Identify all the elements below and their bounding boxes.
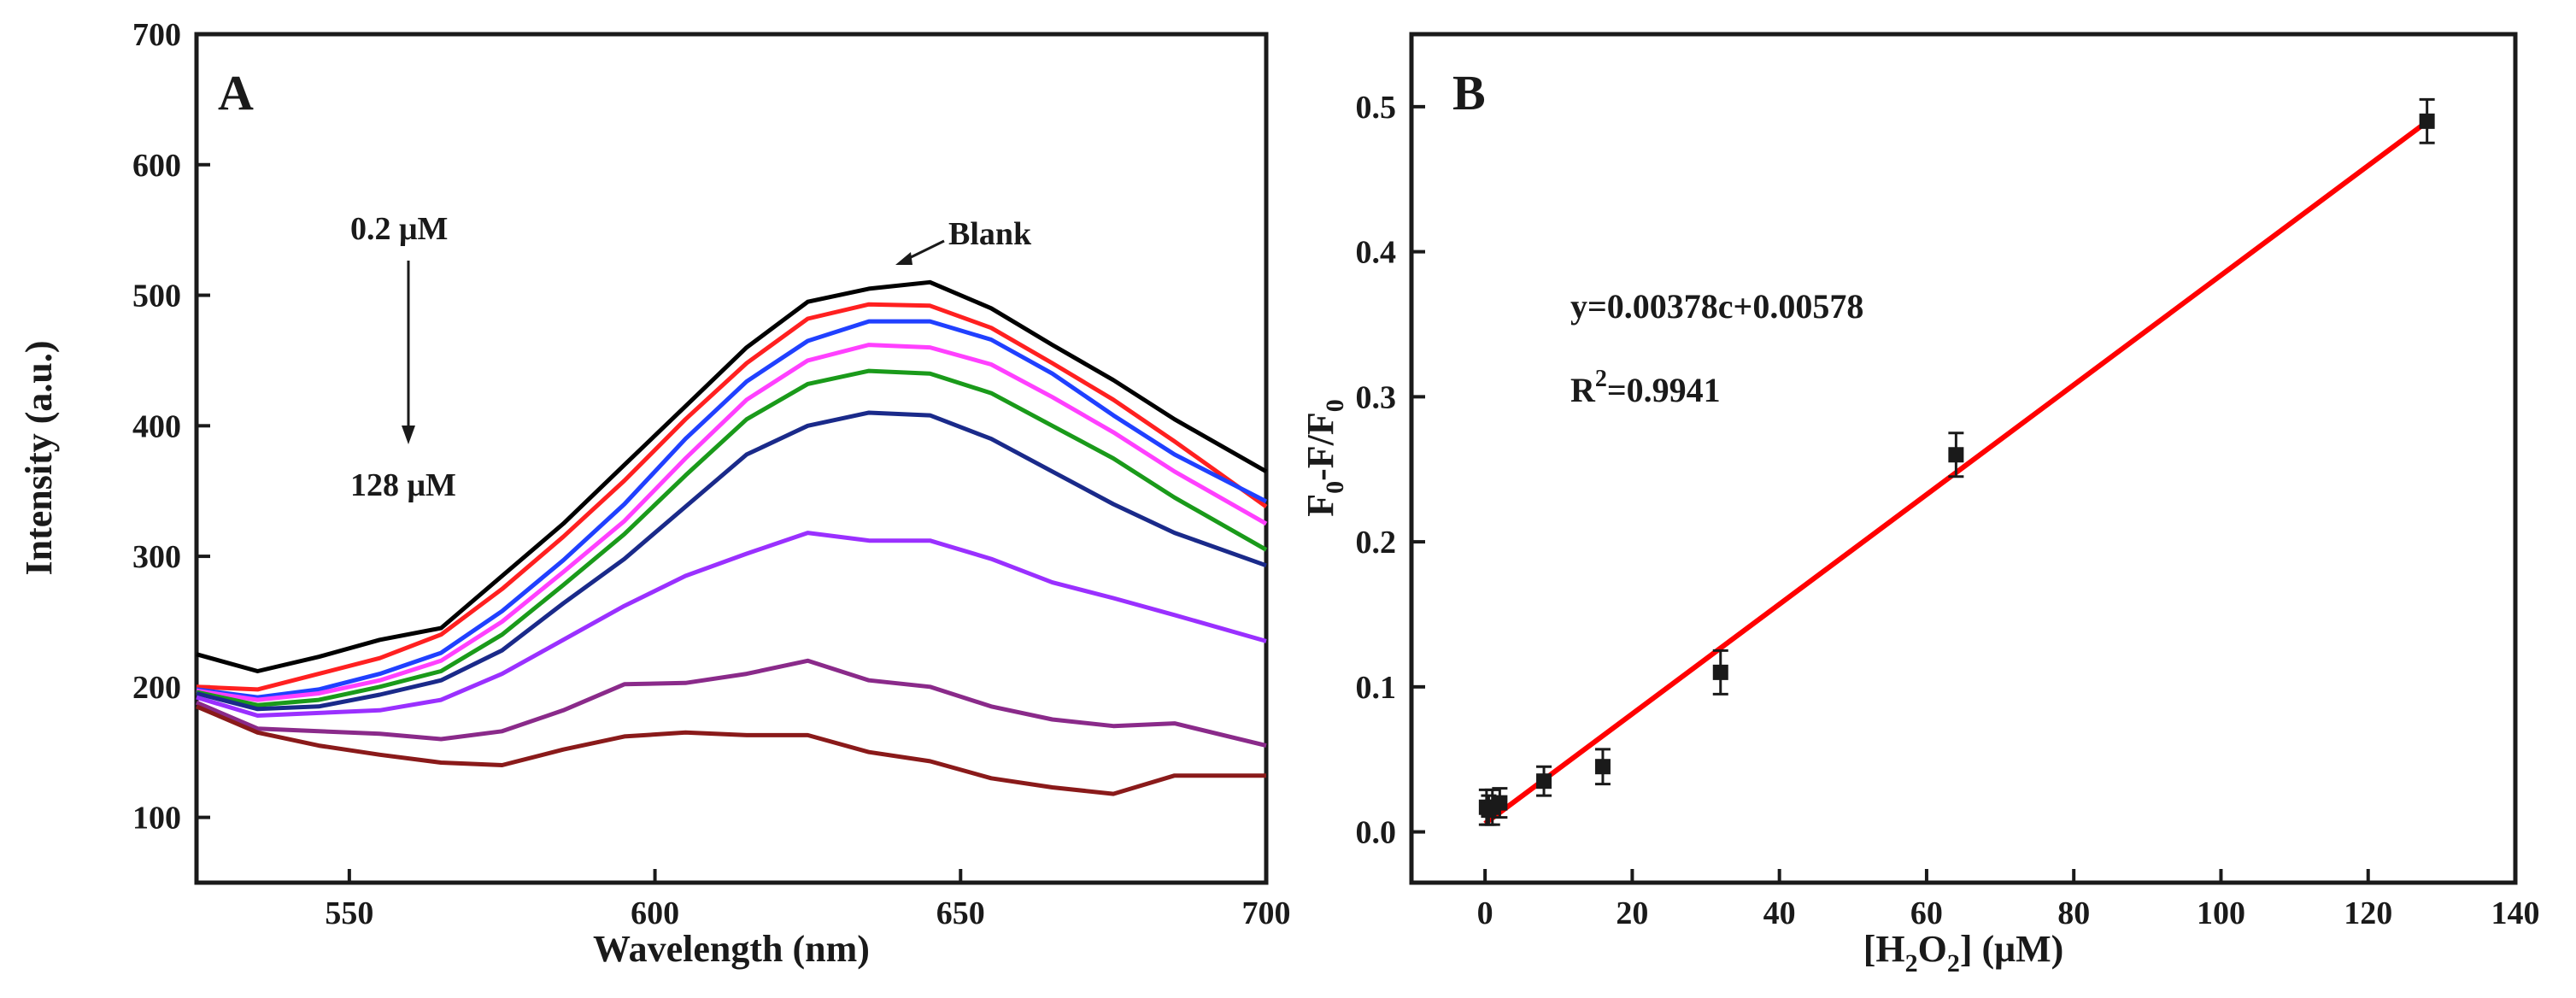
chart-a-series-line-0 bbox=[196, 279, 1268, 673]
chart-b-r2-value: =0.9941 bbox=[1607, 371, 1721, 409]
chart-b-y-tick-label: 0.0 bbox=[1356, 815, 1397, 851]
chart-b-point-marker bbox=[1948, 447, 1964, 463]
chart-a-x-tick-label: 600 bbox=[631, 895, 679, 931]
chart-a-series-line-7 bbox=[196, 658, 1267, 748]
chart-a-x-tick-label: 700 bbox=[1242, 895, 1291, 931]
chart-a-series-line-8 bbox=[196, 704, 1266, 796]
chart-a-panel-label: A bbox=[218, 65, 254, 120]
chart-a-series-line-2 bbox=[196, 319, 1268, 700]
chart-b-point-marker bbox=[1594, 759, 1611, 775]
chart-b-y-axis-title: F0-F/F0 bbox=[1300, 399, 1349, 517]
chart-a-x-axis-title: Wavelength (nm) bbox=[593, 928, 870, 970]
chart-b-r2: R2=0.9941 bbox=[1570, 366, 1721, 409]
chart-b-point-7 bbox=[1948, 431, 1964, 478]
chart-a-y-tick-label: 200 bbox=[132, 670, 181, 706]
chart-a-series-line-1 bbox=[196, 302, 1268, 692]
chart-a-blank-pointer-head bbox=[895, 252, 912, 265]
chart-b-x-axis-title: [H2O2] (μM) bbox=[1863, 928, 2064, 977]
chart-b-r2-superscript: 2 bbox=[1595, 366, 1607, 392]
chart-b-y-tick-label: 0.1 bbox=[1356, 670, 1397, 706]
chart-a-series-line-6 bbox=[196, 531, 1267, 718]
chart-b-x-tick-label: 80 bbox=[2057, 895, 2090, 931]
chart-b-r2-label: R bbox=[1570, 371, 1596, 409]
chart-b-x-tick-label: 120 bbox=[2344, 895, 2392, 931]
chart-a-tick-group: 550 600 650 700 100 200 300 400 500 600 700 bbox=[132, 17, 1291, 931]
chart-b-x-tick-label: 0 bbox=[1477, 895, 1493, 931]
chart-b-equation: y=0.00378c+0.00578 bbox=[1570, 287, 1863, 326]
chart-a-series-group bbox=[196, 279, 1268, 796]
chart-a-annotation-bottom: 128 μM bbox=[350, 467, 456, 503]
chart-a-y-axis-title: Intensity (a.u.) bbox=[18, 340, 60, 575]
chart-b-point-marker bbox=[1536, 773, 1552, 790]
chart-b-point-marker bbox=[1492, 795, 1508, 811]
chart-b-points-group bbox=[1478, 97, 2435, 826]
chart-a-x-tick-label: 650 bbox=[936, 895, 985, 931]
chart-b-x-tick-label: 140 bbox=[2491, 895, 2540, 931]
chart-a-y-tick-label: 700 bbox=[132, 17, 181, 53]
chart-b-point-4 bbox=[1536, 765, 1552, 797]
chart-a-arrow-head bbox=[402, 426, 415, 444]
chart-b-tick-group: 0 20 40 60 80 100 120 140 0.0 0.1 0.2 0.3 0.4 0.5 bbox=[1356, 90, 2540, 931]
chart-a-annotation-top: 0.2 μM bbox=[350, 211, 448, 247]
chart-b-y-tick-label: 0.5 bbox=[1356, 90, 1397, 126]
chart-a-y-tick-label: 300 bbox=[132, 539, 181, 575]
chart-b-y-tick-label: 0.4 bbox=[1356, 235, 1397, 271]
chart-b-point-8 bbox=[2419, 97, 2435, 144]
chart-a-y-tick-label: 600 bbox=[132, 148, 181, 184]
chart-b-x-tick-label: 40 bbox=[1763, 895, 1796, 931]
chart-b: 0 20 40 60 80 100 120 140 0.0 0.1 0.2 0.3 0.4 0.5 B y… bbox=[1300, 32, 2540, 977]
chart-b-point-marker bbox=[2419, 113, 2435, 129]
chart-a-y-tick-label: 500 bbox=[132, 279, 181, 314]
chart-b-plot-frame bbox=[1409, 32, 2518, 885]
chart-b-y-tick-label: 0.2 bbox=[1356, 525, 1397, 561]
chart-a-annotation-blank: Blank bbox=[948, 216, 1032, 252]
chart-b-point-marker bbox=[1712, 664, 1728, 680]
chart-b-panel-label: B bbox=[1452, 65, 1486, 120]
chart-a-series-line-4 bbox=[196, 368, 1268, 707]
chart-b-point-5 bbox=[1594, 748, 1611, 786]
chart-b-x-tick-label: 60 bbox=[1910, 895, 1943, 931]
chart-a-series-line-3 bbox=[196, 343, 1268, 702]
chart-a-y-tick-label: 100 bbox=[132, 801, 181, 837]
chart-b-x-tick-label: 20 bbox=[1616, 895, 1648, 931]
chart-b-y-tick-label: 0.3 bbox=[1356, 379, 1397, 415]
chart-a-series-line-5 bbox=[196, 410, 1267, 712]
chart-a-x-tick-label: 550 bbox=[325, 895, 373, 931]
chart-a-y-tick-label: 400 bbox=[132, 408, 181, 444]
chart-a-plot-frame bbox=[194, 32, 1269, 885]
chart-b-point-6 bbox=[1712, 649, 1728, 696]
chart-b-point-3 bbox=[1492, 787, 1508, 819]
chart-a: 550 600 650 700 100 200 300 400 500 600 700 A 0.2 … bbox=[18, 17, 1291, 970]
chart-b-x-tick-label: 100 bbox=[2197, 895, 2245, 931]
